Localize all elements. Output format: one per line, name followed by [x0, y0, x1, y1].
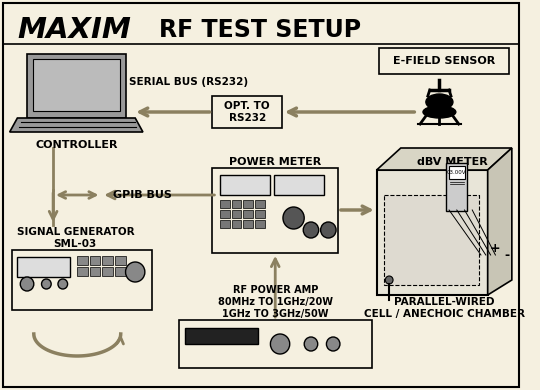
Text: CONTROLLER: CONTROLLER: [35, 140, 118, 150]
Text: RF TEST SETUP: RF TEST SETUP: [159, 18, 361, 42]
Text: PARALLEL-WIRED
CELL / ANECHOIC CHAMBER: PARALLEL-WIRED CELL / ANECHOIC CHAMBER: [364, 297, 525, 319]
FancyBboxPatch shape: [449, 166, 464, 179]
Circle shape: [42, 279, 51, 289]
Bar: [244, 200, 253, 208]
Bar: [232, 210, 241, 218]
Circle shape: [303, 222, 319, 238]
Bar: [220, 200, 230, 208]
Bar: [115, 256, 125, 265]
Text: dBV METER: dBV METER: [416, 157, 487, 167]
FancyBboxPatch shape: [11, 250, 152, 310]
FancyBboxPatch shape: [3, 3, 518, 387]
FancyBboxPatch shape: [33, 59, 120, 111]
Bar: [103, 267, 113, 276]
Circle shape: [326, 337, 340, 351]
Bar: [115, 267, 125, 276]
Text: 03.00V: 03.00V: [447, 170, 467, 174]
Bar: [255, 200, 265, 208]
Polygon shape: [376, 148, 512, 170]
Bar: [90, 267, 100, 276]
Polygon shape: [10, 118, 143, 132]
Bar: [77, 256, 88, 265]
Bar: [255, 210, 265, 218]
Text: GPIB BUS: GPIB BUS: [113, 190, 172, 200]
FancyBboxPatch shape: [179, 320, 372, 368]
FancyBboxPatch shape: [220, 175, 271, 195]
Circle shape: [321, 222, 336, 238]
FancyBboxPatch shape: [17, 257, 71, 277]
Bar: [232, 200, 241, 208]
Circle shape: [304, 337, 318, 351]
FancyBboxPatch shape: [212, 96, 282, 128]
FancyBboxPatch shape: [379, 48, 509, 74]
Circle shape: [283, 207, 304, 229]
FancyBboxPatch shape: [376, 170, 488, 295]
Bar: [244, 210, 253, 218]
Circle shape: [271, 334, 290, 354]
Bar: [103, 256, 113, 265]
FancyBboxPatch shape: [274, 175, 325, 195]
FancyBboxPatch shape: [384, 195, 479, 285]
FancyBboxPatch shape: [446, 163, 468, 211]
Ellipse shape: [426, 94, 453, 110]
Text: RF POWER AMP
80MHz TO 1GHz/20W
1GHz TO 3GHz/50W: RF POWER AMP 80MHz TO 1GHz/20W 1GHz TO 3…: [218, 285, 333, 319]
Bar: [90, 256, 100, 265]
Circle shape: [58, 279, 68, 289]
Text: POWER METER: POWER METER: [229, 157, 321, 167]
Text: SERIAL BUS (RS232): SERIAL BUS (RS232): [129, 77, 248, 87]
Bar: [232, 220, 241, 228]
Text: OPT. TO
RS232: OPT. TO RS232: [225, 101, 270, 123]
Circle shape: [21, 277, 34, 291]
Bar: [77, 267, 88, 276]
Text: MAXIM: MAXIM: [17, 16, 131, 44]
Text: SIGNAL GENERATOR
SML-03: SIGNAL GENERATOR SML-03: [17, 227, 134, 249]
Bar: [220, 210, 230, 218]
Bar: [220, 220, 230, 228]
Circle shape: [125, 262, 145, 282]
Text: -: -: [504, 248, 510, 262]
Bar: [255, 220, 265, 228]
Text: E-FIELD SENSOR: E-FIELD SENSOR: [393, 56, 495, 66]
Text: +: +: [489, 241, 500, 255]
Polygon shape: [27, 54, 125, 118]
Polygon shape: [488, 148, 512, 295]
Bar: [244, 220, 253, 228]
Circle shape: [386, 276, 393, 284]
FancyBboxPatch shape: [212, 168, 338, 253]
FancyBboxPatch shape: [185, 328, 258, 344]
Ellipse shape: [423, 106, 456, 118]
